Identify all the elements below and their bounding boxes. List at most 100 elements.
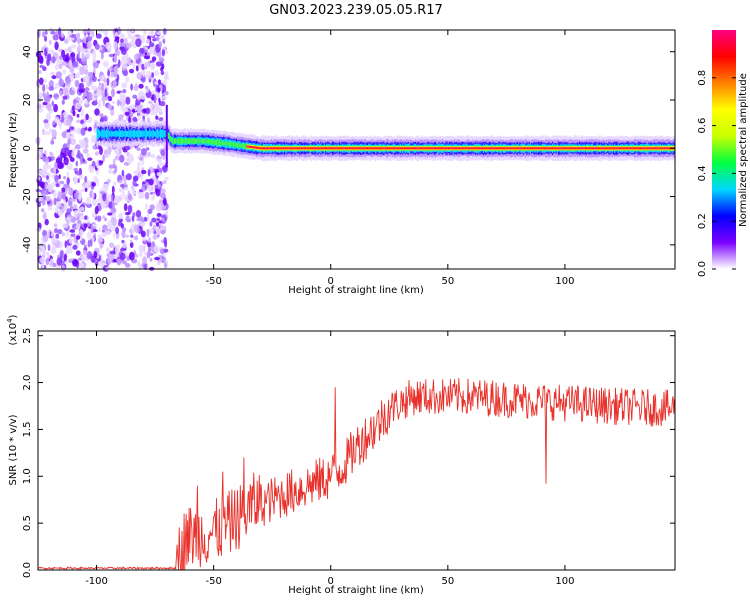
noise-speckle — [78, 193, 82, 202]
noise-speckle — [104, 217, 107, 222]
carrier-band-segment — [101, 129, 103, 139]
noise-speckle — [90, 225, 94, 234]
carrier-core — [588, 147, 590, 150]
noise-speckle — [155, 202, 162, 212]
carrier-core — [377, 147, 380, 150]
carrier-core — [514, 147, 517, 150]
noise-speckle — [143, 61, 150, 69]
carrier-core — [632, 147, 635, 150]
carrier-core — [451, 147, 453, 150]
noise-speckle — [135, 106, 142, 114]
carrier-core — [409, 147, 411, 150]
carrier-core — [600, 147, 602, 150]
noise-speckle — [145, 38, 150, 44]
noise-speckle — [160, 239, 165, 244]
noise-speckle — [49, 182, 54, 191]
noise-speckle — [45, 84, 49, 90]
carrier-core — [371, 147, 374, 150]
carrier-core — [344, 147, 347, 150]
carrier-core — [465, 147, 467, 150]
carrier-core — [406, 147, 409, 150]
carrier-core — [294, 147, 296, 150]
spectrogram-x-tick-label: -50 — [205, 276, 221, 287]
noise-speckle — [63, 156, 69, 166]
noise-speckle — [78, 57, 82, 64]
carrier-core — [494, 147, 497, 150]
noise-speckle — [150, 103, 153, 112]
carrier-core — [315, 147, 318, 150]
noise-speckle — [56, 201, 62, 208]
noise-speckle — [101, 82, 104, 91]
colorbar-ticks: 0.00.20.40.60.8 — [697, 70, 736, 277]
carrier-core — [442, 147, 444, 150]
colorbar-tick-label: 0.6 — [697, 118, 708, 134]
carrier-band-segment — [235, 142, 238, 148]
carrier-core — [604, 147, 607, 150]
carrier-core — [336, 147, 339, 150]
noise-speckle — [59, 89, 63, 97]
carrier-core — [480, 147, 483, 150]
carrier-core — [531, 147, 533, 150]
carrier-core — [287, 147, 289, 150]
carrier-core — [342, 147, 344, 150]
spectrogram-x-tick-label: 0 — [328, 276, 334, 287]
snr-plot-area — [38, 331, 675, 570]
noise-speckle — [99, 113, 104, 118]
noise-speckle — [140, 77, 145, 82]
snr-y-tick-label: 2.5 — [22, 328, 33, 344]
carrier-core — [470, 147, 472, 150]
noise-speckle — [121, 169, 125, 177]
noise-speckle — [74, 144, 81, 150]
carrier-core — [525, 147, 527, 150]
noise-speckle — [67, 30, 72, 36]
noise-speckle — [66, 245, 73, 254]
noise-speckle — [73, 209, 78, 219]
carrier-core — [556, 147, 559, 150]
noise-speckle — [46, 103, 52, 112]
carrier-core — [641, 147, 643, 150]
carrier-band-segment — [116, 130, 119, 137]
carrier-core — [338, 147, 341, 150]
carrier-core — [665, 147, 668, 150]
noise-speckle — [149, 257, 153, 262]
noise-speckle — [97, 237, 104, 243]
noise-speckle — [50, 231, 54, 237]
carrier-core — [316, 147, 319, 150]
colorbar-label: Normalized spectral amplitude — [738, 73, 749, 227]
carrier-core — [279, 147, 281, 150]
noise-speckle — [160, 229, 166, 235]
carrier-band-segment — [189, 138, 191, 144]
carrier-band-segment — [204, 138, 206, 144]
carrier-band-segment — [108, 129, 110, 139]
noise-speckle — [116, 74, 120, 82]
noise-speckle — [47, 244, 51, 252]
carrier-band-segment — [156, 129, 158, 138]
noise-speckle — [85, 75, 90, 83]
noise-speckle — [97, 78, 101, 82]
noise-speckle — [113, 65, 119, 74]
carrier-band-segment — [194, 138, 197, 144]
noise-speckle — [41, 198, 46, 206]
carrier-core — [298, 147, 300, 150]
carrier-band-segment — [153, 131, 156, 137]
noise-speckle — [95, 33, 102, 39]
noise-speckle — [63, 183, 70, 189]
carrier-core — [499, 147, 501, 150]
noise-speckle — [62, 61, 69, 66]
noise-speckle — [77, 37, 80, 45]
carrier-core — [405, 147, 408, 150]
noise-speckle — [160, 70, 165, 76]
noise-speckle — [144, 74, 150, 79]
noise-speckle — [162, 197, 167, 206]
carrier-core — [501, 147, 504, 150]
noise-speckle — [108, 169, 113, 174]
carrier-core — [631, 147, 634, 150]
carrier-band-segment — [209, 139, 211, 145]
noise-speckle — [82, 95, 85, 101]
noise-speckle — [138, 171, 141, 178]
carrier-core — [538, 147, 540, 150]
carrier-core — [369, 147, 371, 150]
noise-speckle — [144, 46, 148, 50]
carrier-core — [299, 147, 301, 150]
carrier-core — [516, 147, 519, 150]
